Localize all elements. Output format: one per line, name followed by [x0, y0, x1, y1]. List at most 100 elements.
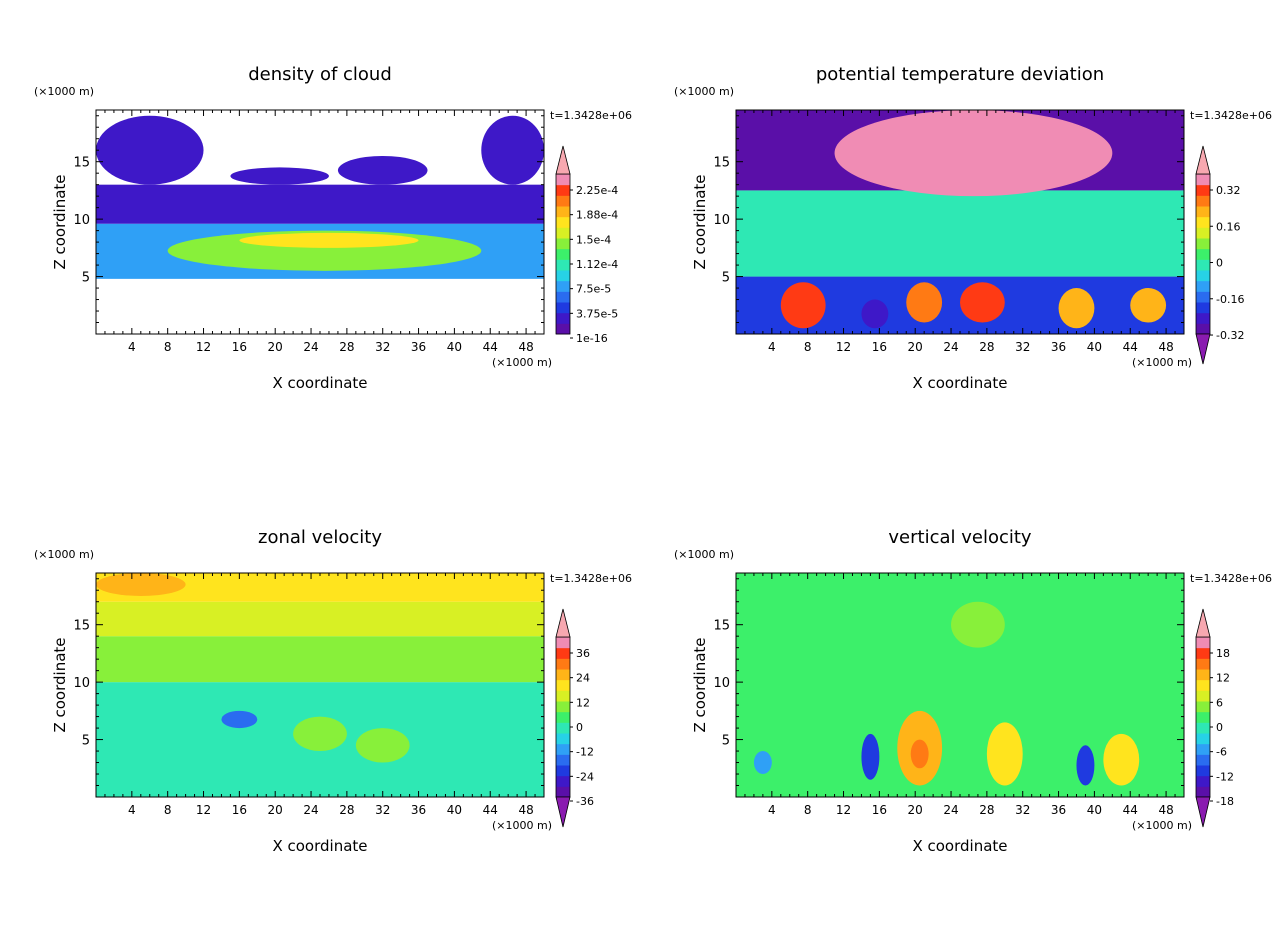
colorbar-swatch [1196, 669, 1210, 681]
y-axis-label: Z coordinate [691, 637, 709, 732]
colorbar-label: -0.16 [1216, 293, 1244, 306]
colorbar-label: 0.32 [1216, 184, 1241, 197]
colorbar-swatch [556, 216, 570, 228]
field-blob [986, 722, 1023, 786]
colorbar-swatch [1196, 690, 1210, 702]
colorbar-label: -12 [576, 746, 594, 759]
field-blob [906, 282, 943, 323]
colorbar-label: 18 [1216, 647, 1230, 660]
colorbar-over-arrow [1195, 145, 1211, 175]
x-tick-label: 12 [196, 803, 211, 817]
x-tick-label: 28 [339, 340, 354, 354]
colorbar-swatch [556, 259, 570, 271]
x-tick-label: 44 [1123, 340, 1138, 354]
field-blob [960, 282, 1005, 323]
x-tick-label: 32 [375, 340, 390, 354]
colorbar-swatch [1196, 786, 1210, 798]
colorbar-label: 2.25e-4 [576, 184, 618, 197]
colorbar-swatch [1196, 711, 1210, 723]
x-tick-label: 12 [836, 803, 851, 817]
x-tick-label: 20 [268, 803, 283, 817]
colorbar-swatch [556, 174, 570, 186]
colorbar-swatch [556, 754, 570, 766]
y-unit-label: (×1000 m) [34, 548, 94, 561]
colorbar-swatch [556, 658, 570, 670]
x-tick-label: 4 [768, 803, 776, 817]
colorbar-swatch [1196, 216, 1210, 228]
colorbar-label: -0.32 [1216, 329, 1244, 342]
colorbar-label: 24 [576, 672, 590, 685]
colorbar-swatch [1196, 270, 1210, 282]
colorbar-label: 0 [1216, 721, 1223, 734]
y-tick-label: 15 [73, 156, 90, 171]
field-blob [293, 716, 347, 752]
x-tick-label: 16 [872, 803, 887, 817]
colorbar-swatch [556, 786, 570, 798]
colorbar-swatch [1196, 743, 1210, 755]
colorbar-label: -6 [1216, 746, 1227, 759]
y-tick-label: 15 [713, 619, 730, 634]
colorbar-label: -18 [1216, 795, 1234, 808]
colorbar-swatch [556, 775, 570, 787]
y-tick-label: 15 [713, 156, 730, 171]
x-tick-label: 4 [128, 340, 136, 354]
y-tick-label: 10 [713, 213, 730, 228]
y-axis-label: Z coordinate [691, 174, 709, 269]
colorbar-swatch [1196, 291, 1210, 303]
colorbar-swatch [556, 195, 570, 207]
x-tick-label: 28 [979, 340, 994, 354]
colorbar-label: 1e-16 [576, 332, 608, 345]
field-blob [753, 751, 772, 775]
field-blob [1076, 745, 1095, 786]
x-tick-label: 28 [979, 803, 994, 817]
field-layer [736, 573, 1184, 797]
colorbar-swatch [1196, 701, 1210, 713]
colorbar-over-arrow [555, 608, 571, 638]
x-tick-label: 44 [483, 340, 498, 354]
colorbar-swatch [556, 722, 570, 734]
y-unit-label: (×1000 m) [674, 85, 734, 98]
colorbar-swatch [1196, 679, 1210, 691]
x-tick-label: 16 [232, 340, 247, 354]
colorbar-label: 1.12e-4 [576, 258, 618, 271]
field-blob [1130, 288, 1167, 323]
field-blob [355, 728, 410, 763]
colorbar-swatch [1196, 754, 1210, 766]
colorbar-over-arrow [1195, 608, 1211, 638]
field-blob [96, 573, 186, 596]
field-blob [230, 167, 329, 185]
colorbar-swatch [556, 238, 570, 250]
colorbar-swatch [1196, 775, 1210, 787]
colorbar-label: 3.75e-5 [576, 307, 618, 320]
colorbar-swatch [556, 291, 570, 303]
colorbar-swatch [1196, 637, 1210, 649]
colorbar-swatch [556, 733, 570, 745]
colorbar-swatch [556, 184, 570, 196]
x-tick-label: 20 [268, 340, 283, 354]
field-blob [481, 115, 544, 185]
x-tick-label: 40 [1087, 340, 1102, 354]
time-label: t=1.3428e+06 [550, 109, 632, 122]
colorbar-swatch [1196, 733, 1210, 745]
x-tick-label: 36 [411, 803, 426, 817]
field-blob [1058, 288, 1095, 329]
y-tick-label: 5 [722, 734, 730, 749]
colorbar-swatch [1196, 174, 1210, 186]
colorbar-swatch [556, 765, 570, 777]
x-tick-label: 8 [164, 803, 172, 817]
x-tick-label: 24 [303, 340, 318, 354]
chart-title: potential temperature deviation [816, 64, 1104, 85]
colorbar-swatch [1196, 184, 1210, 196]
colorbar-over-arrow [555, 145, 571, 175]
x-axis-label: X coordinate [272, 837, 367, 855]
x-axis-label: X coordinate [912, 837, 1007, 855]
colorbar-swatch [556, 312, 570, 324]
x-tick-label: 24 [943, 340, 958, 354]
field-blob [910, 739, 929, 769]
x-tick-label: 24 [943, 803, 958, 817]
colorbar-swatch [556, 227, 570, 239]
colorbar-swatch [556, 711, 570, 723]
colorbar-label: 1.5e-4 [576, 233, 611, 246]
